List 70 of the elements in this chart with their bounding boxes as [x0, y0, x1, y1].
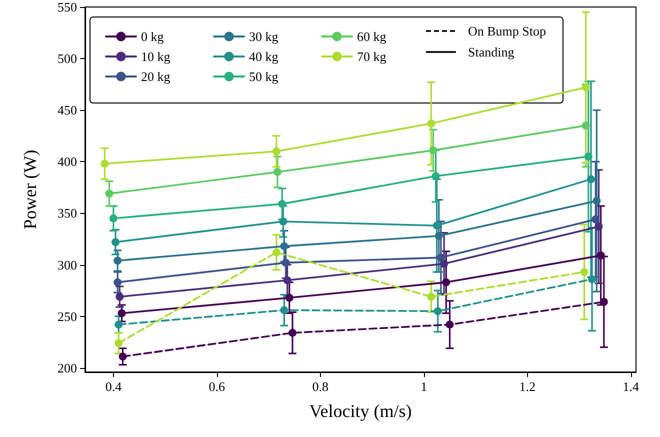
point — [280, 306, 288, 314]
point — [280, 242, 288, 250]
y-tick-label: 450 — [58, 102, 77, 118]
point — [114, 339, 123, 348]
point — [592, 215, 600, 224]
point — [279, 217, 288, 226]
point — [118, 352, 127, 361]
point — [273, 168, 282, 176]
point — [100, 160, 109, 168]
point — [114, 278, 122, 286]
annotation: On Bump Stop — [468, 24, 546, 38]
point — [440, 260, 448, 268]
x-tick-label: 1.4 — [622, 379, 640, 394]
point — [109, 214, 118, 222]
point — [600, 298, 608, 306]
point — [594, 222, 603, 231]
x-tick-label: 0.4 — [105, 379, 122, 394]
point — [283, 276, 292, 284]
point — [427, 292, 436, 301]
point — [432, 172, 440, 180]
y-tick-label: 350 — [58, 206, 77, 221]
y-tick-label: 500 — [58, 51, 77, 66]
point — [582, 122, 590, 130]
x-tick-label: 0.8 — [312, 379, 329, 394]
point — [278, 200, 286, 208]
point — [584, 152, 592, 161]
point — [580, 268, 588, 276]
x-tick-label: 1.2 — [519, 379, 536, 394]
x-axis-title: Velocity (m/s) — [309, 401, 412, 421]
point — [282, 258, 290, 267]
point — [288, 328, 296, 337]
point — [434, 307, 442, 316]
legend-label: 50 kg — [249, 69, 279, 84]
legend-label: 40 kg — [249, 49, 279, 64]
point — [285, 294, 294, 302]
y-tick-label: 250 — [58, 308, 77, 324]
y-tick-label: 300 — [58, 257, 77, 272]
point — [116, 292, 124, 301]
x-tick-label: 0.6 — [208, 379, 226, 394]
point — [436, 254, 445, 262]
point — [272, 147, 280, 156]
point — [114, 256, 122, 265]
annotation: Standing — [468, 44, 515, 60]
point — [592, 196, 601, 205]
point — [427, 120, 436, 128]
point — [434, 232, 443, 240]
y-tick-label: 400 — [58, 154, 77, 170]
legend-label: 10 kg — [141, 49, 171, 64]
legend-label: 20 kg — [141, 69, 171, 84]
legend-label: 30 kg — [249, 29, 279, 44]
point — [588, 275, 596, 284]
point — [118, 309, 126, 318]
point — [582, 83, 590, 92]
legend-label: 60 kg — [357, 29, 387, 44]
legend-label: 70 kg — [357, 49, 387, 64]
point — [596, 251, 605, 260]
point — [105, 190, 114, 198]
point — [114, 320, 123, 329]
y-axis-title: Power (W) — [20, 150, 40, 230]
legend-label: 0 kg — [141, 29, 164, 44]
y-tick-label: 200 — [58, 360, 77, 376]
point — [432, 222, 441, 230]
point — [442, 278, 450, 286]
x-tick-label: 1 — [420, 379, 428, 394]
point — [112, 238, 120, 246]
y-tick-label: 550 — [58, 0, 77, 14]
point — [586, 175, 595, 184]
point — [429, 146, 438, 154]
point — [272, 248, 280, 256]
point — [446, 320, 454, 329]
